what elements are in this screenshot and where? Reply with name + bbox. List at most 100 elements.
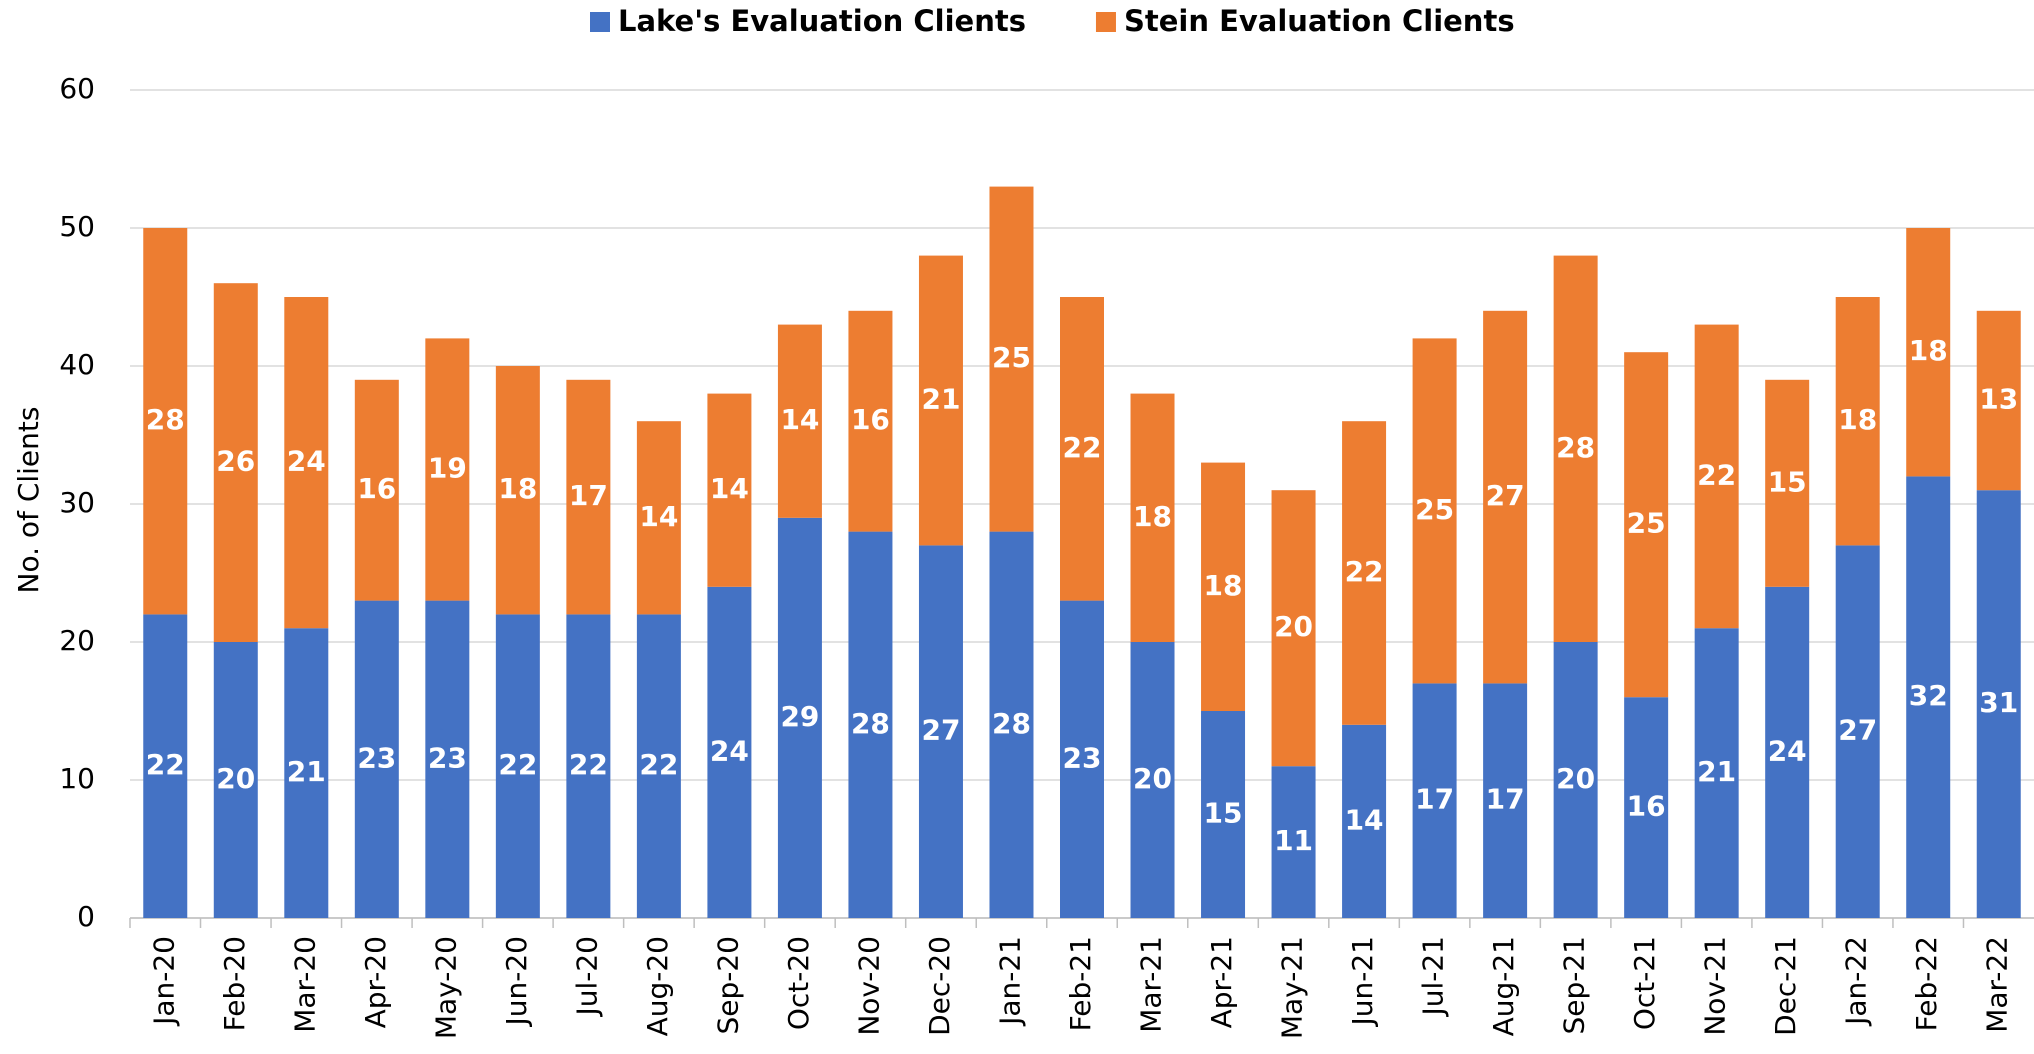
data-label: 27 [921,714,960,747]
data-label: 14 [710,472,749,505]
bar-segment [1906,476,1951,918]
bar-segment [1342,421,1387,725]
data-label: 22 [569,748,608,781]
x-tick-label: Dec-20 [923,936,956,1036]
data-label: 20 [1556,762,1595,795]
data-label: 14 [639,500,678,533]
x-tick-label: Jun-21 [1346,936,1379,1027]
data-label: 22 [639,748,678,781]
y-tick-label: 30 [59,486,95,519]
bar-segment [1765,379,1810,587]
bar-segment [1060,297,1104,601]
data-label: 21 [287,755,326,788]
bar-segment [354,379,399,601]
bar-segment [1694,628,1739,918]
x-tick-label: Mar-21 [1135,936,1168,1033]
data-label: 28 [146,403,185,436]
bar-segment [1130,642,1175,918]
data-label: 16 [851,403,890,436]
bar-segment [425,600,470,918]
bar-segment [495,614,540,918]
bar-segment [918,545,963,918]
bar-segment [1201,462,1246,711]
data-label: 20 [1133,762,1172,795]
bar-segment [143,228,188,615]
data-label: 14 [1345,803,1384,836]
data-label: 22 [146,748,185,781]
bar-segment [1201,711,1246,918]
data-label: 22 [1697,458,1736,491]
data-label: 25 [1415,493,1454,526]
bar-segment [1060,600,1104,918]
x-tick-label: Sep-21 [1558,936,1591,1035]
y-axis-title: No. of Clients [12,407,45,594]
data-label: 17 [1486,783,1525,816]
data-label: 13 [1979,383,2018,416]
bar-segment [848,531,893,918]
data-label: 26 [216,445,255,478]
bar-segment [213,283,258,642]
data-label: 18 [1204,569,1243,602]
y-tick-label: 50 [59,210,95,243]
legend-swatch [590,12,610,32]
data-label: 18 [498,472,537,505]
x-tick-label: Mar-20 [288,936,321,1033]
bar-segment [425,338,470,601]
bar-segment [1976,490,2021,918]
bar-segment [1624,352,1669,698]
x-tick-label: Nov-21 [1699,936,1732,1036]
data-label: 28 [1556,431,1595,464]
x-tick-label: Jan-20 [147,936,180,1027]
bar-segment [1694,324,1739,629]
data-label: 22 [1345,555,1384,588]
x-tick-label: Jan-21 [993,936,1026,1027]
data-label: 29 [780,700,819,733]
x-tick-label: Oct-21 [1628,936,1661,1030]
data-label: 18 [1909,334,1948,367]
bar-segment [989,186,1034,532]
bar-segment [1271,490,1316,767]
bar-segment [566,614,611,918]
bar-segment [777,324,822,518]
bar-segment [1483,683,1528,918]
bar-segment [989,531,1034,918]
x-tick-label: Dec-21 [1769,936,1802,1036]
legend-swatch [1095,12,1116,32]
data-label: 16 [1627,790,1666,823]
bar-segment [636,421,681,615]
data-label: 19 [428,452,467,485]
data-label: 28 [851,707,890,740]
x-tick-label: Aug-20 [641,936,674,1036]
legend-label: Stein Evaluation Clients [1124,4,1515,38]
bar-segment [636,614,681,918]
x-tick-label: Apr-21 [1205,936,1238,1028]
bar-segment [495,366,540,615]
data-label: 31 [1979,686,2018,719]
x-tick-label: Jul-20 [570,936,603,1018]
data-label: 15 [1768,465,1807,498]
bar-segment [1553,255,1598,642]
bar-segment [143,614,188,918]
bar-segment [1553,642,1598,918]
bar-segment [1483,310,1528,684]
data-label: 25 [992,341,1031,374]
x-tick-label: Jul-21 [1417,936,1450,1018]
data-label: 16 [357,472,396,505]
data-label: 20 [1274,610,1313,643]
legend-label: Lake's Evaluation Clients [618,4,1026,38]
data-label: 22 [498,748,537,781]
x-tick-label: Apr-20 [359,936,392,1028]
bar-segment [284,297,329,629]
x-tick-label: May-21 [1276,936,1309,1039]
data-label: 11 [1274,824,1313,857]
bar-segment [1412,683,1457,918]
data-label: 23 [1063,741,1102,774]
data-label: 27 [1486,479,1525,512]
x-tick-label: Aug-21 [1487,936,1520,1036]
x-tick-label: Mar-22 [1981,936,2014,1033]
data-label: 27 [1838,714,1877,747]
x-tick-label: Jun-20 [500,936,533,1027]
bar-segment [707,586,752,918]
data-label: 32 [1909,679,1948,712]
x-tick-label: Feb-21 [1064,936,1097,1031]
